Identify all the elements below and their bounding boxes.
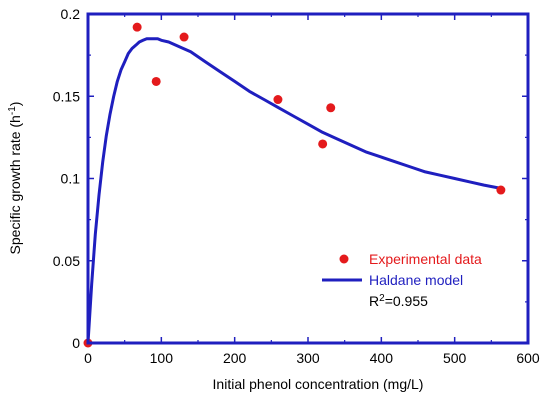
y-axis-label-text: Specific growth rate (h bbox=[7, 115, 23, 254]
legend: Experimental data Haldane model R2=0.955 bbox=[322, 251, 482, 309]
x-axis-label: Initial phenol concentration (mg/L) bbox=[213, 376, 424, 392]
data-point bbox=[132, 22, 142, 32]
y-axis-label: Specific growth rate (h-1) bbox=[7, 102, 23, 255]
data-point bbox=[273, 95, 283, 105]
legend-label-experimental: Experimental data bbox=[369, 251, 482, 267]
r-squared-superscript: 2 bbox=[379, 293, 385, 304]
x-tick-label: 400 bbox=[370, 350, 394, 366]
legend-marker-experimental bbox=[339, 254, 349, 264]
haldane-model-line bbox=[86, 37, 502, 344]
y-tick-label: 0 bbox=[72, 335, 80, 351]
y-tick-label: 0.2 bbox=[61, 6, 81, 22]
x-tick-label: 0 bbox=[84, 350, 92, 366]
r-squared-annotation: R2=0.955 bbox=[369, 293, 428, 309]
y-axis-label-close: ) bbox=[7, 102, 23, 107]
x-tick-label: 500 bbox=[443, 350, 467, 366]
r-squared-value: =0.955 bbox=[385, 293, 428, 309]
data-point bbox=[151, 76, 161, 86]
svg-text:Specific growth rate (h-1): Specific growth rate (h-1) bbox=[7, 102, 23, 255]
plot-frame bbox=[86, 12, 530, 345]
data-point bbox=[318, 139, 328, 149]
y-tick-label: 0.05 bbox=[53, 253, 80, 269]
y-tick-label: 0.1 bbox=[61, 171, 81, 187]
x-tick-label: 600 bbox=[516, 350, 540, 366]
data-point bbox=[179, 32, 189, 42]
x-tick-label: 100 bbox=[150, 350, 174, 366]
y-tick-label: 0.15 bbox=[53, 88, 80, 104]
r-squared-r: R bbox=[369, 293, 379, 309]
plot-area bbox=[83, 22, 506, 348]
data-point bbox=[326, 103, 336, 113]
x-tick-label: 200 bbox=[223, 350, 247, 366]
x-tick-label: 300 bbox=[296, 350, 320, 366]
y-axis-label-superscript: -1 bbox=[7, 106, 18, 115]
data-point bbox=[496, 185, 506, 195]
legend-label-haldane: Haldane model bbox=[369, 272, 463, 288]
